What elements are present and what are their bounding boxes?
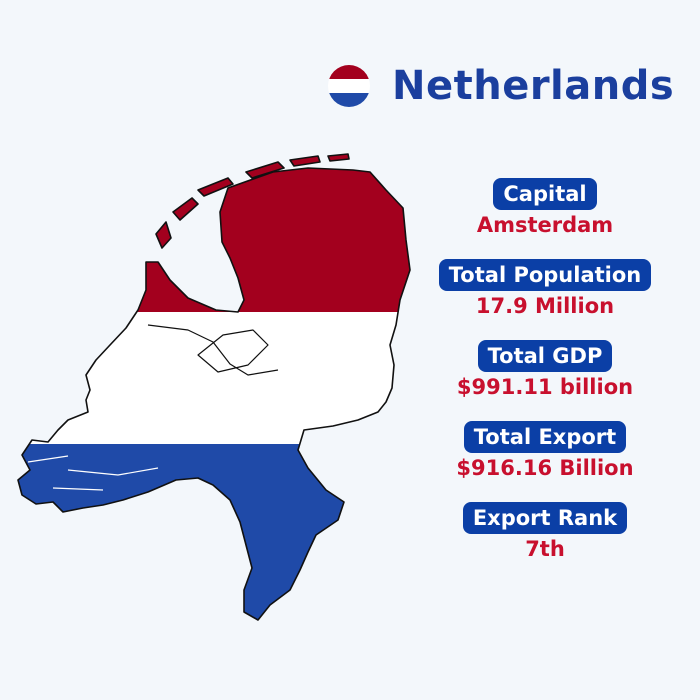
- stats-panel: Capital Amsterdam Total Population 17.9 …: [425, 178, 665, 583]
- stat-label-capital: Capital: [493, 178, 597, 210]
- stat-label-gdp: Total GDP: [477, 340, 613, 372]
- stat-label-population: Total Population: [438, 259, 652, 291]
- stat-gdp: Total GDP $991.11 billion: [457, 340, 633, 399]
- netherlands-map-flag-icon: [17, 153, 411, 621]
- netherlands-flag-icon: [328, 65, 370, 107]
- stat-value-population: 17.9 Million: [475, 294, 615, 318]
- stat-value-gdp: $991.11 billion: [456, 375, 634, 399]
- stat-label-export: Total Export: [463, 421, 627, 453]
- stat-value-export: $916.16 Billion: [456, 456, 634, 480]
- title-row: Netherlands: [328, 58, 674, 114]
- stat-export: Total Export $916.16 Billion: [456, 421, 634, 480]
- stat-value-export-rank: 7th: [525, 537, 565, 561]
- page-title: Netherlands: [392, 63, 675, 109]
- stat-capital: Capital Amsterdam: [477, 178, 613, 237]
- stat-export-rank: Export Rank 7th: [462, 502, 628, 561]
- stat-population: Total Population 17.9 Million: [438, 259, 652, 318]
- stat-value-capital: Amsterdam: [476, 213, 614, 237]
- stat-label-export-rank: Export Rank: [462, 502, 628, 534]
